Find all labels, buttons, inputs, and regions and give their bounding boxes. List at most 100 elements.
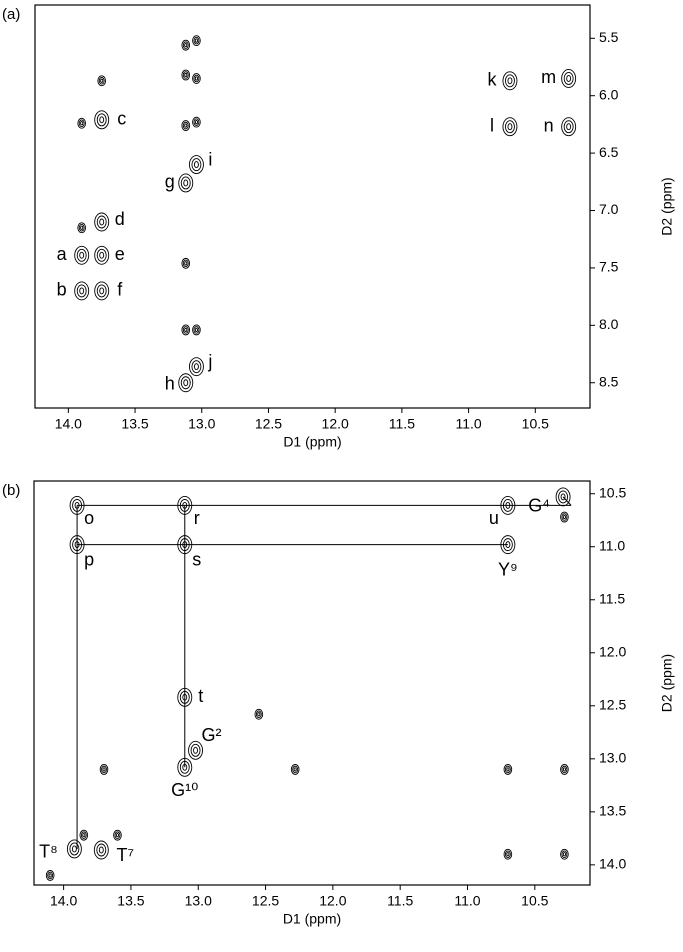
peak-label: b <box>57 280 67 300</box>
contour <box>177 535 193 555</box>
peak <box>74 281 90 301</box>
contour <box>561 850 568 858</box>
peak <box>181 257 191 269</box>
y-axis-label: D2 (ppm) <box>659 654 675 712</box>
y-tick-label: 6.5 <box>599 144 619 160</box>
contour <box>181 39 191 51</box>
y-tick-label: 7.0 <box>599 201 619 217</box>
contour <box>191 360 202 374</box>
contour <box>560 764 569 775</box>
contour <box>47 871 54 880</box>
peak <box>178 173 194 193</box>
contour <box>193 746 198 754</box>
y-tick-label: 14.0 <box>599 856 626 872</box>
peak <box>502 71 518 91</box>
contour <box>558 490 569 504</box>
peak-label: m <box>541 67 556 87</box>
peak <box>66 839 82 859</box>
contour <box>181 120 191 131</box>
contour <box>561 117 577 137</box>
peak <box>94 245 110 265</box>
peak <box>94 281 110 301</box>
contour <box>566 123 572 131</box>
contour <box>184 72 188 78</box>
peak <box>254 708 264 720</box>
contour <box>97 75 107 87</box>
contour <box>180 176 191 190</box>
y-tick-label: 6.0 <box>599 86 619 102</box>
peak <box>503 848 513 860</box>
peak <box>560 848 569 860</box>
contour <box>502 71 518 91</box>
contour <box>502 498 513 512</box>
contour <box>115 833 120 838</box>
y-tick-label: 11.5 <box>599 590 625 606</box>
contour <box>292 765 299 774</box>
peak <box>181 39 191 51</box>
contour <box>555 487 571 507</box>
peak <box>192 324 201 336</box>
contour <box>96 113 107 127</box>
contour <box>79 287 85 295</box>
x-tick-label: 10.5 <box>522 416 549 432</box>
peak <box>77 117 86 129</box>
peak <box>93 840 109 860</box>
contour <box>80 225 84 230</box>
peak <box>561 117 577 137</box>
contour <box>500 535 516 555</box>
contour <box>502 538 513 552</box>
contour <box>188 357 204 377</box>
contour <box>96 215 107 229</box>
contour <box>72 538 83 552</box>
contour <box>98 77 105 85</box>
y-tick-label: 13.5 <box>599 803 626 819</box>
contour <box>563 72 574 85</box>
contour <box>94 110 110 130</box>
contour <box>190 743 201 757</box>
peak <box>192 116 201 128</box>
peak-label: G⁴ <box>528 496 550 516</box>
y-tick-label: 12.0 <box>599 643 626 659</box>
contour <box>99 116 105 124</box>
contour <box>562 852 566 857</box>
contour <box>194 120 198 125</box>
contour <box>48 873 52 878</box>
contour <box>184 43 188 48</box>
contour <box>193 161 199 169</box>
contour <box>183 379 189 387</box>
contour <box>182 41 189 49</box>
contour <box>193 326 200 334</box>
contour <box>78 223 85 232</box>
x-tick-label: 12.5 <box>255 416 282 432</box>
contour <box>188 155 204 175</box>
contour <box>182 763 188 771</box>
contour <box>184 327 188 333</box>
peak-label: p <box>84 549 94 569</box>
x-tick-label: 14.0 <box>55 416 82 432</box>
contour <box>192 73 201 84</box>
contour <box>66 839 82 859</box>
peak <box>560 511 569 523</box>
peak <box>188 740 203 760</box>
contour <box>506 852 510 857</box>
peak-label: u <box>489 508 499 528</box>
peak <box>181 120 191 131</box>
contour <box>80 121 84 126</box>
peak <box>113 829 122 841</box>
x-tick-label: 12.0 <box>322 416 349 432</box>
contour <box>506 767 510 772</box>
peak <box>69 495 85 515</box>
y-tick-label: 13.0 <box>599 750 626 766</box>
contour <box>184 123 188 128</box>
peak <box>94 212 110 232</box>
x-tick-label: 11.0 <box>455 416 481 432</box>
peak-label: G¹⁰ <box>171 780 198 800</box>
peak-label: e <box>115 244 125 264</box>
contour <box>74 501 80 509</box>
peak-label: r <box>194 508 200 528</box>
contour <box>561 69 577 88</box>
peak-label: f <box>117 280 123 300</box>
contour <box>182 326 189 334</box>
contour <box>113 829 122 841</box>
contour <box>99 218 105 226</box>
